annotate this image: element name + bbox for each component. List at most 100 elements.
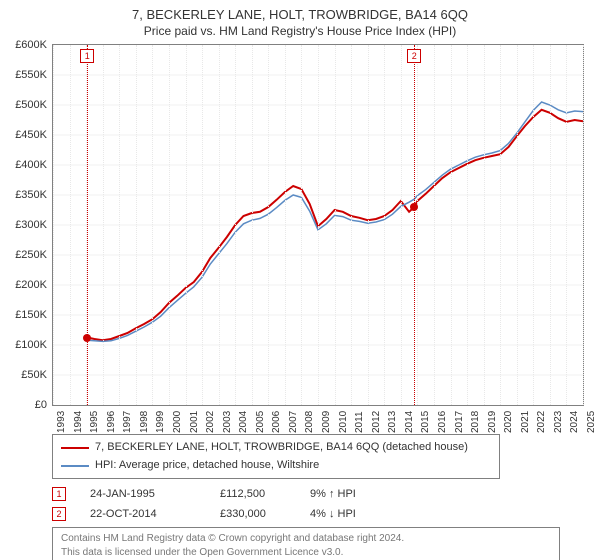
x-tick-label: 2012 (371, 411, 382, 433)
x-gridline (417, 45, 418, 405)
chart-subtitle: Price paid vs. HM Land Registry's House … (0, 24, 600, 42)
y-tick-label: £500K (15, 99, 47, 111)
y-tick-label: £400K (15, 159, 47, 171)
legend-swatch (61, 465, 89, 467)
x-gridline (186, 45, 187, 405)
transaction-id-box: 2 (52, 507, 66, 521)
transaction-list: 1 24-JAN-1995£112,5009% ↑ HPI 2 22-OCT-2014… (52, 487, 600, 521)
x-gridline (335, 45, 336, 405)
x-gridline (169, 45, 170, 405)
x-tick-label: 2016 (437, 411, 448, 433)
y-tick-label: £0 (35, 399, 47, 411)
x-tick-label: 2010 (338, 411, 349, 433)
marker-line (414, 45, 415, 405)
marker-dot (83, 334, 91, 342)
x-gridline (252, 45, 253, 405)
x-gridline (434, 45, 435, 405)
x-tick-label: 2000 (172, 411, 183, 433)
x-tick-label: 2009 (321, 411, 332, 433)
x-tick-label: 1999 (155, 411, 166, 433)
legend-row: 7, BECKERLEY LANE, HOLT, TROWBRIDGE, BA1… (61, 439, 491, 457)
transaction-id-box: 1 (52, 487, 66, 501)
legend-row: HPI: Average price, detached house, Wilt… (61, 457, 491, 475)
x-gridline (136, 45, 137, 405)
x-tick-label: 2019 (487, 411, 498, 433)
x-tick-label: 1997 (122, 411, 133, 433)
x-tick-label: 2013 (387, 411, 398, 433)
x-gridline (119, 45, 120, 405)
x-gridline (566, 45, 567, 405)
transaction-row: 1 24-JAN-1995£112,5009% ↑ HPI (52, 487, 600, 501)
x-gridline (401, 45, 402, 405)
x-tick-label: 2014 (404, 411, 415, 433)
x-tick-label: 2008 (304, 411, 315, 433)
legend-label: 7, BECKERLEY LANE, HOLT, TROWBRIDGE, BA1… (95, 439, 468, 457)
x-tick-label: 1996 (106, 411, 117, 433)
y-tick-label: £450K (15, 129, 47, 141)
marker-line (87, 45, 88, 405)
x-gridline (500, 45, 501, 405)
x-gridline (152, 45, 153, 405)
legend-swatch (61, 447, 89, 449)
x-gridline (103, 45, 104, 405)
x-tick-label: 2005 (255, 411, 266, 433)
x-gridline (219, 45, 220, 405)
x-tick-label: 2003 (222, 411, 233, 433)
x-tick-label: 2011 (354, 412, 365, 434)
x-gridline (318, 45, 319, 405)
x-gridline (451, 45, 452, 405)
transaction-price: £112,500 (220, 488, 310, 500)
x-gridline (268, 45, 269, 405)
transaction-pct: 4% ↓ HPI (310, 508, 400, 520)
marker-dot (410, 203, 418, 211)
x-gridline (285, 45, 286, 405)
x-gridline (70, 45, 71, 405)
y-tick-label: £150K (15, 309, 47, 321)
x-tick-label: 2001 (189, 411, 200, 433)
x-tick-label: 2017 (454, 411, 465, 433)
x-gridline (235, 45, 236, 405)
chart-footer: Contains HM Land Registry data © Crown c… (52, 527, 560, 560)
chart-title: 7, BECKERLEY LANE, HOLT, TROWBRIDGE, BA1… (0, 0, 600, 24)
x-tick-label: 2024 (569, 411, 580, 433)
transaction-price: £330,000 (220, 508, 310, 520)
x-tick-label: 2023 (553, 411, 564, 433)
x-tick-label: 2018 (470, 411, 481, 433)
x-gridline (301, 45, 302, 405)
marker-box: 2 (407, 49, 421, 63)
x-tick-label: 2002 (205, 411, 216, 433)
x-tick-label: 2020 (503, 411, 514, 433)
x-tick-label: 2022 (536, 411, 547, 433)
transaction-date: 24-JAN-1995 (90, 488, 220, 500)
y-tick-label: £350K (15, 189, 47, 201)
x-gridline (351, 45, 352, 405)
y-tick-label: £200K (15, 279, 47, 291)
x-gridline (484, 45, 485, 405)
x-gridline (53, 45, 54, 405)
y-tick-label: £100K (15, 339, 47, 351)
marker-box: 1 (80, 49, 94, 63)
legend-label: HPI: Average price, detached house, Wilt… (95, 457, 319, 475)
y-tick-label: £600K (15, 39, 47, 51)
x-gridline (467, 45, 468, 405)
transaction-pct: 9% ↑ HPI (310, 488, 400, 500)
footer-line2: This data is licensed under the Open Gov… (61, 546, 551, 560)
x-gridline (517, 45, 518, 405)
x-gridline (533, 45, 534, 405)
chart-plot-area: £0£50K£100K£150K£200K£250K£300K£350K£400… (52, 44, 584, 406)
x-tick-label: 2025 (586, 411, 597, 433)
x-gridline (550, 45, 551, 405)
chart-legend: 7, BECKERLEY LANE, HOLT, TROWBRIDGE, BA1… (52, 434, 500, 479)
x-gridline (368, 45, 369, 405)
y-tick-label: £550K (15, 69, 47, 81)
x-tick-label: 2007 (288, 411, 299, 433)
x-tick-label: 1994 (73, 411, 84, 433)
x-gridline (384, 45, 385, 405)
transaction-date: 22-OCT-2014 (90, 508, 220, 520)
x-tick-label: 1993 (56, 411, 67, 433)
x-tick-label: 1998 (139, 411, 150, 433)
transaction-row: 2 22-OCT-2014£330,0004% ↓ HPI (52, 507, 600, 521)
y-tick-label: £250K (15, 249, 47, 261)
x-gridline (583, 45, 584, 405)
y-tick-label: £50K (21, 369, 47, 381)
